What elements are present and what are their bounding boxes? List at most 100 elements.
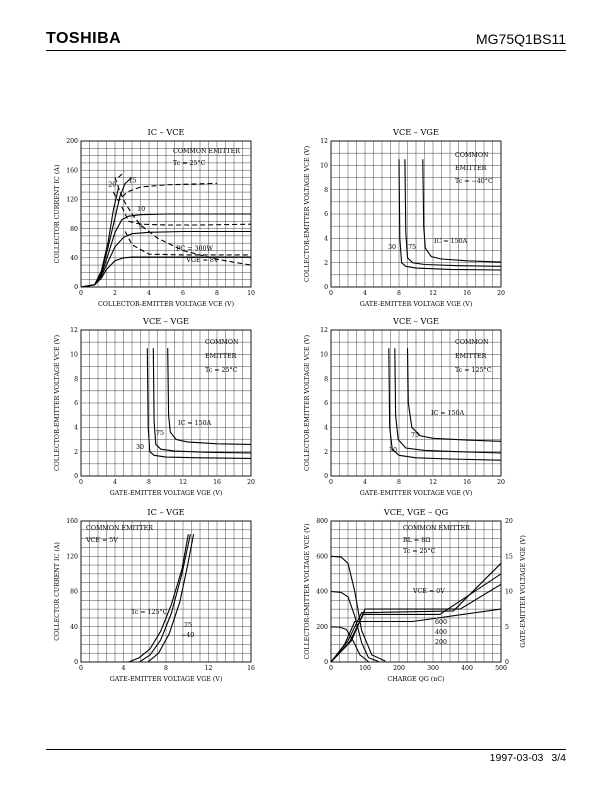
y-right-axis-label: GATE-EMITTER VOLTAGE VGE (V) — [520, 535, 527, 648]
chart-title: VCE, VGE – QG — [383, 507, 448, 517]
y-tick-label: 4 — [74, 425, 78, 432]
x-tick-label: 16 — [247, 665, 255, 672]
y-tick-label: 200 — [66, 138, 78, 145]
y-tick-label: 10 — [70, 352, 78, 359]
x-tick-label: 16 — [463, 290, 471, 297]
brand-logo: TOSHIBA — [46, 30, 122, 47]
x-tick-label: 12 — [205, 665, 213, 672]
series-label: PC = 300W — [176, 246, 213, 253]
y-tick-label: 80 — [70, 226, 78, 233]
x-tick-label: 20 — [497, 479, 505, 486]
chart-gate-charge: VCE, VGE – QG0 100 200 300 400 50002004006008… — [304, 507, 527, 683]
annotation: 30 — [136, 444, 144, 451]
series-label: 10 — [137, 206, 145, 213]
annotation: IC = 150A — [434, 238, 468, 245]
annotation: 75 — [408, 244, 416, 251]
y-tick-label: 0 — [324, 284, 328, 291]
y-tick-label: 800 — [316, 518, 328, 525]
series-line — [139, 534, 191, 662]
series-line — [331, 590, 379, 662]
x-tick-label: 0 — [329, 665, 333, 672]
annotation: VCE = 5V — [85, 537, 118, 544]
y-tick-label: 2 — [324, 449, 328, 456]
y-tick-label: 0 — [74, 473, 78, 480]
y-axis-label: COLLECTOR-EMITTER VOLTAGE VCE (V) — [304, 523, 311, 659]
x-tick-label: 100 — [359, 665, 371, 672]
part-number: MG75Q1BS11 — [475, 31, 566, 47]
series-line — [331, 555, 386, 662]
x-tick-label: 4 — [363, 479, 367, 486]
plot-frame — [80, 329, 252, 477]
x-tick-label: 200 — [393, 665, 405, 672]
annotation: −40 — [181, 632, 194, 639]
x-tick-label: 8 — [164, 665, 168, 672]
chart-title: IC – VCE — [148, 127, 185, 137]
y-tick-label: 6 — [324, 211, 328, 218]
x-axis-label: GATE-EMITTER VOLTAGE VGE (V) — [110, 490, 223, 497]
series-line — [394, 348, 501, 454]
series-line — [124, 231, 251, 256]
chart-ic-vce: IC – VCE 0 2 4 6 8 10 0 40 80 120 160 200 COLLECTOR-E… — [54, 127, 255, 308]
y-tick-label: 160 — [66, 518, 78, 525]
annotation: 600 — [435, 619, 447, 626]
x-tick-label: 12 — [429, 290, 437, 297]
y-tick-label: 0 — [324, 659, 328, 666]
series-label: 15 — [129, 178, 137, 185]
annotation: COMMON EMITTER — [173, 148, 240, 155]
annotation: Tc = 125°C — [455, 367, 492, 374]
header-rule — [46, 50, 566, 51]
y-tick-label: 6 — [74, 400, 78, 407]
x-tick-label: 8 — [397, 290, 401, 297]
x-axis-label: GATE-EMITTER VOLTAGE VGE (V) — [360, 301, 473, 308]
annotation: 30 — [389, 447, 397, 454]
x-tick-label: 12 — [179, 479, 187, 486]
y-right-tick-label: 10 — [505, 589, 513, 596]
chart-vce-vge-minus40: VCE – VGE 0 4 8 12 16 20 0 2 4 6 8 10 12 GATE-EMITTER … — [304, 127, 505, 308]
annotation: COMMON EMITTER — [403, 525, 470, 532]
series-line — [146, 348, 251, 459]
annotation: IC = 150A — [178, 420, 212, 427]
footer-rule — [46, 749, 566, 750]
annotation: Tc = 25°C — [403, 548, 436, 555]
annotation: RL = 8Ω — [403, 537, 430, 544]
series-line — [398, 159, 501, 271]
x-axis-label: GATE-EMITTER VOLTAGE VGE (V) — [110, 676, 223, 683]
annotation: 400 — [435, 629, 447, 636]
x-axis-label: GATE-EMITTER VOLTAGE VGE (V) — [360, 490, 473, 497]
chart-vce-vge-125: VCE – VGE 0 4 8 12 16 20 0 2 4 6 8 10 12 GATE-EMITTER … — [304, 316, 505, 497]
y-axis-label: COLLECTOR-EMITTER VOLTAGE VCE (V) — [304, 146, 311, 282]
annotation: Tc = −40°C — [455, 178, 493, 185]
x-tick-label: 300 — [427, 665, 439, 672]
x-tick-label: 8 — [397, 479, 401, 486]
x-tick-label: 20 — [247, 479, 255, 486]
x-tick-label: 0 — [79, 479, 83, 486]
y-tick-label: 0 — [74, 659, 78, 666]
y-right-tick-label: 15 — [505, 553, 513, 560]
y-axis-label: COLLECTOR-EMITTER VOLTAGE VCE (V) — [54, 335, 61, 471]
y-tick-label: 40 — [70, 624, 78, 631]
y-tick-label: 12 — [320, 138, 328, 145]
series-line — [81, 256, 251, 287]
y-tick-label: 2 — [324, 260, 328, 267]
y-tick-label: 4 — [324, 425, 328, 432]
chart-title: VCE – VGE — [392, 316, 439, 326]
y-tick-label: 12 — [70, 327, 78, 334]
annotation: VCE = 0V — [412, 588, 445, 595]
y-tick-label: 8 — [324, 187, 328, 194]
annotation: Tc = 25°C — [173, 160, 206, 167]
x-tick-label: 16 — [463, 479, 471, 486]
y-tick-label: 0 — [324, 473, 328, 480]
series-line — [147, 534, 195, 662]
series-line — [406, 348, 501, 442]
grid — [81, 330, 251, 476]
y-tick-label: 120 — [66, 197, 78, 204]
annotation: COMMON — [455, 339, 489, 346]
annotation: EMITTER — [205, 353, 237, 360]
series-line — [167, 348, 251, 445]
y-tick-label: 160 — [66, 167, 78, 174]
x-tick-label: 20 — [497, 290, 505, 297]
x-tick-label: 0 — [329, 479, 333, 486]
x-tick-label: 6 — [181, 290, 185, 297]
annotation: EMITTER — [455, 353, 487, 360]
grid — [81, 521, 251, 662]
